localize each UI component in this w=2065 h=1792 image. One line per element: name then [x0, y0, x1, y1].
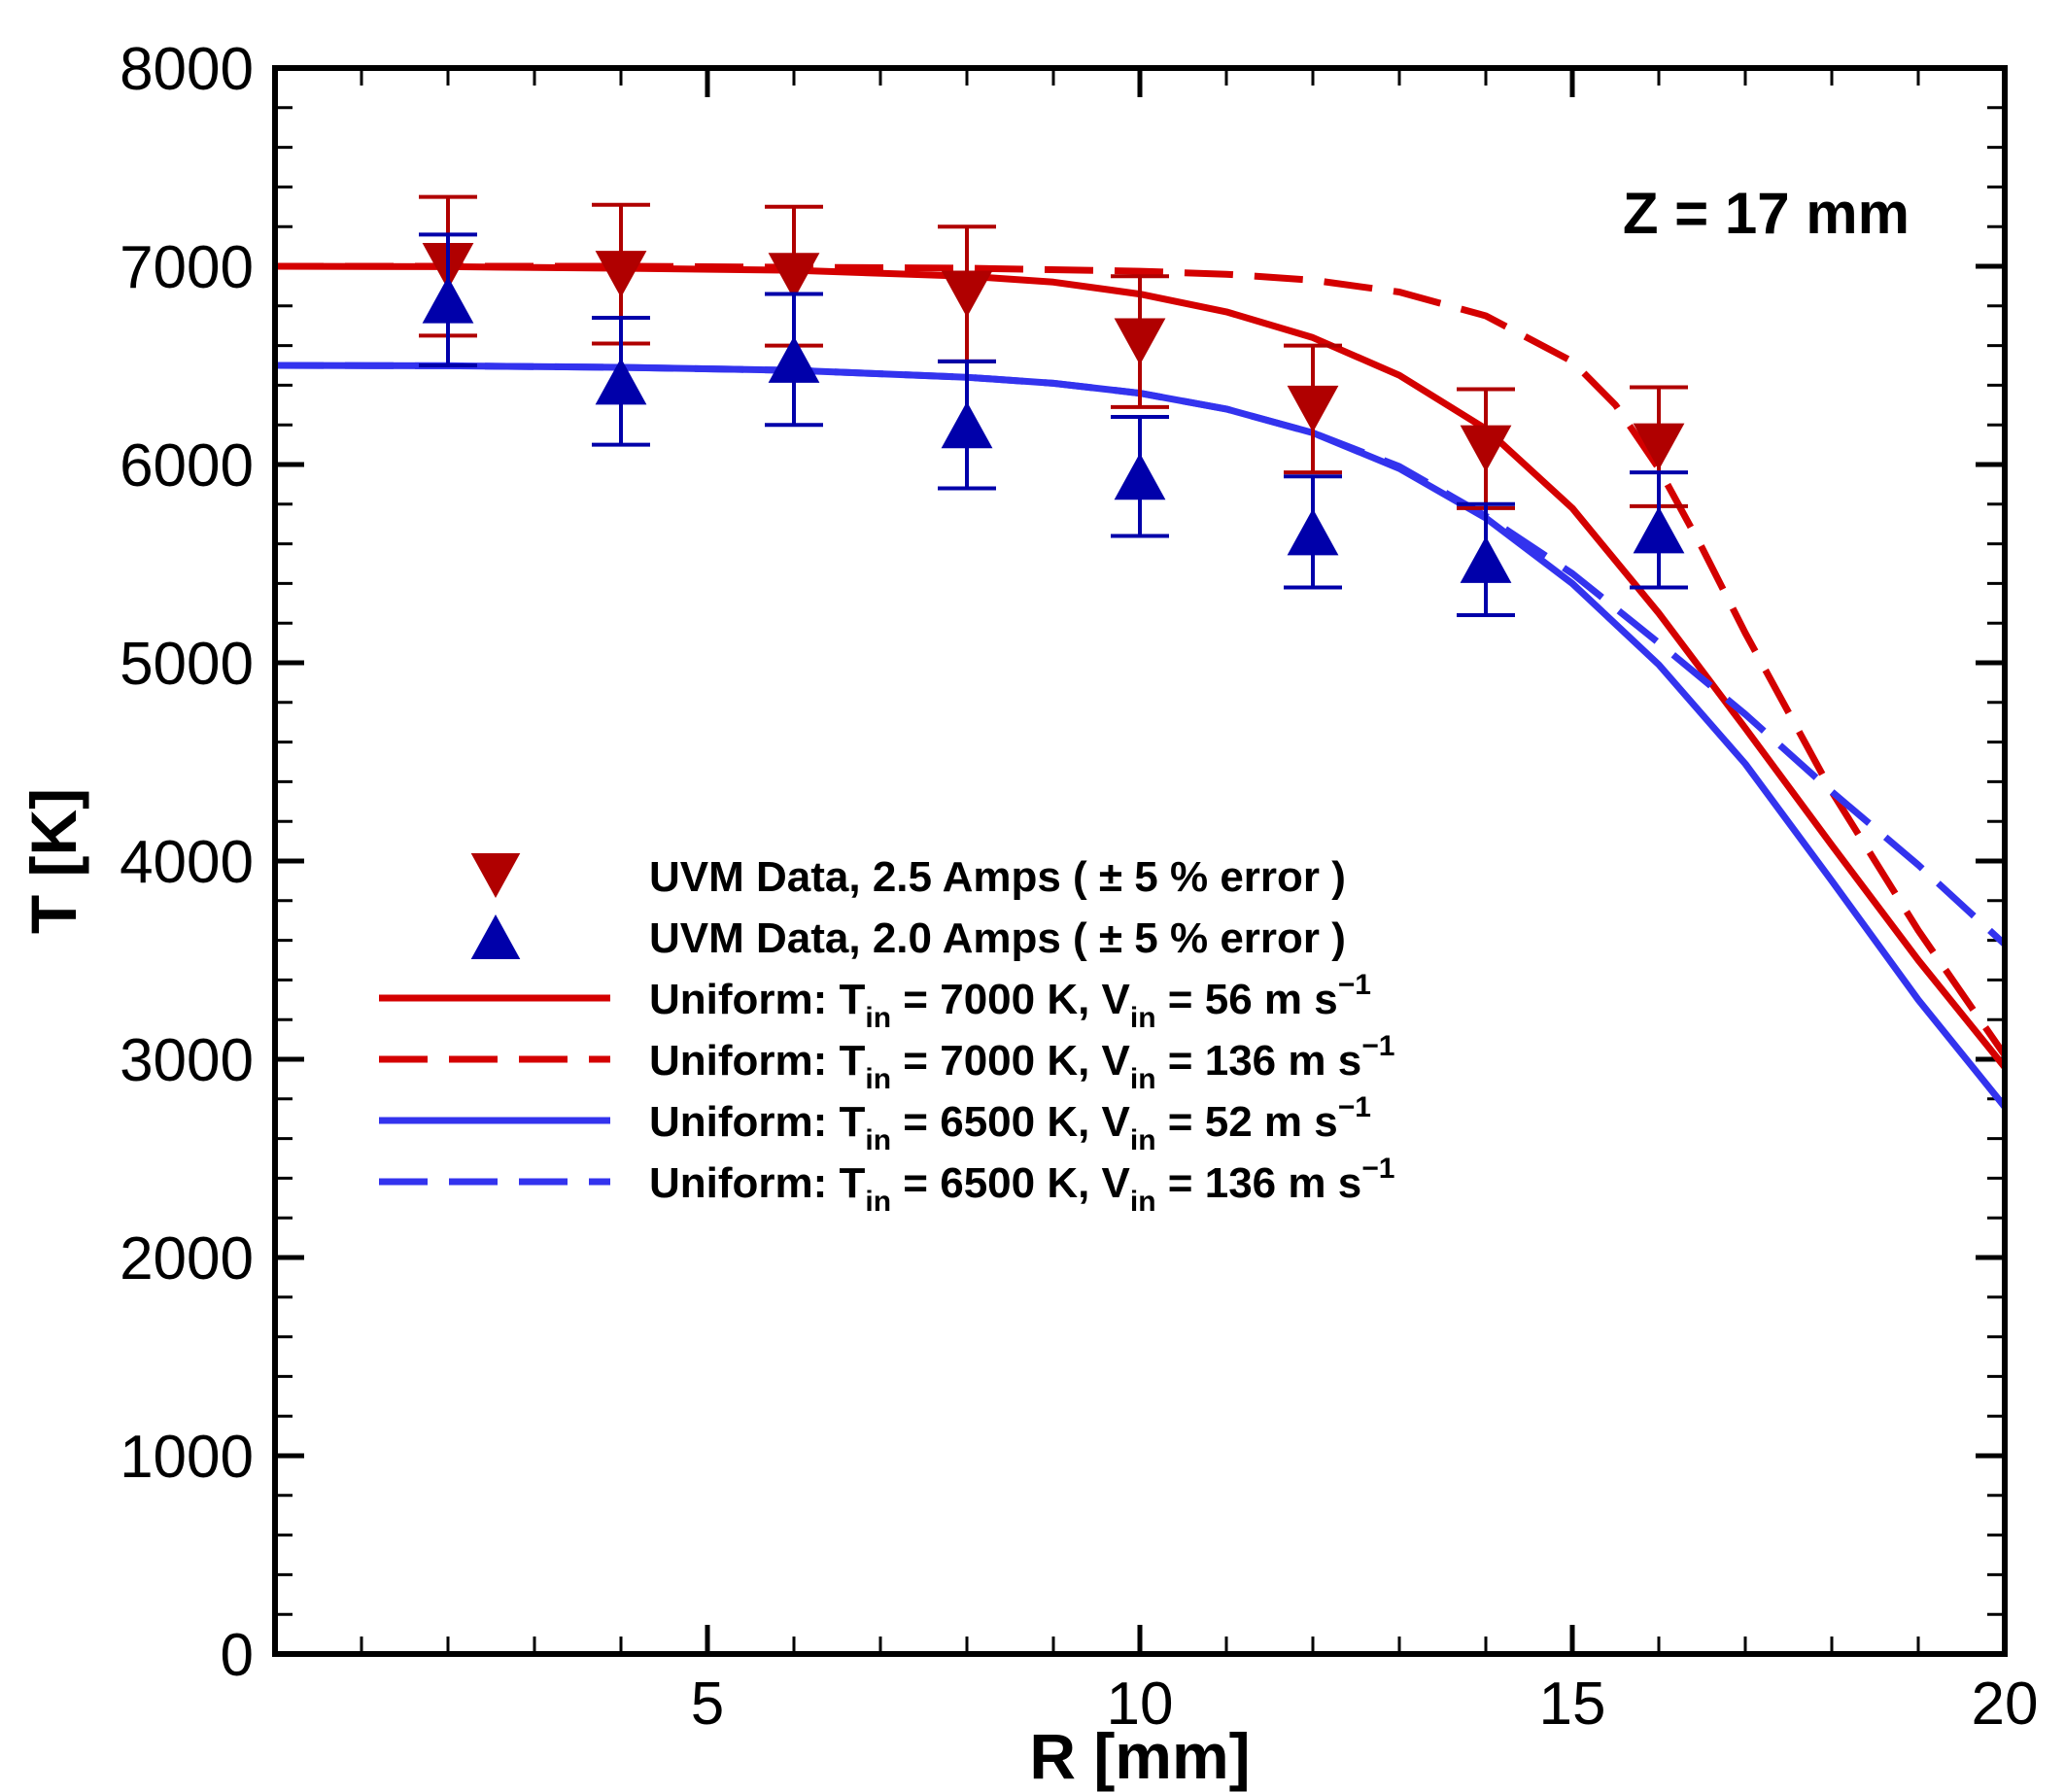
legend-text-part: Uniform: T	[649, 976, 866, 1023]
legend-text-part: = 7000 K, V	[891, 1037, 1130, 1085]
y-tick-label: 4000	[120, 829, 254, 896]
y-tick-label: 7000	[120, 234, 254, 301]
legend-superscript: −1	[1338, 1091, 1371, 1123]
y-axis-title: T [K]	[17, 788, 89, 934]
legend-text-part: Uniform: T	[649, 1037, 866, 1085]
data-marker	[1114, 453, 1166, 500]
legend-label: Uniform: Tin = 6500 K, Vin = 136 m s−1	[649, 1153, 1394, 1218]
legend-subscript: in	[865, 1002, 891, 1034]
legend-text-part: UVM Data, 2.5 Amps ( ± 5 % error )	[649, 853, 1346, 901]
data-marker	[1460, 535, 1512, 583]
legend-label: UVM Data, 2.5 Amps ( ± 5 % error )	[649, 853, 1346, 901]
data-marker	[941, 401, 993, 449]
tick-labels: 5 10 15 20 0 1000 2000 3000 4000 5000 6000 7000 8000	[120, 36, 2038, 1738]
data-marker	[422, 276, 474, 324]
legend-text-part: = 56 m s	[1156, 976, 1338, 1023]
legend-subscript: in	[1130, 1124, 1156, 1156]
legend-text-part: Uniform: T	[649, 1098, 866, 1146]
legend-superscript: −1	[1361, 1030, 1394, 1062]
legend-subscript: in	[1130, 1002, 1156, 1034]
data-points	[419, 194, 1688, 618]
x-axis-title: R [mm]	[1029, 1720, 1250, 1792]
x-tick-label: 15	[1539, 1671, 1606, 1738]
legend-marker	[470, 853, 521, 898]
series-line	[274, 362, 2008, 948]
legend-label: Uniform: Tin = 7000 K, Vin = 136 m s−1	[649, 1030, 1394, 1095]
x-tick-label: 10	[1107, 1671, 1174, 1738]
legend-subscript: in	[865, 1063, 891, 1095]
legend-text-part: UVM Data, 2.0 Amps ( ± 5 % error )	[649, 914, 1346, 962]
data-marker	[1633, 423, 1685, 470]
z-annotation: Z = 17 mm	[1623, 181, 1910, 246]
legend-text-part: = 6500 K, V	[891, 1098, 1130, 1146]
y-tick-label: 0	[221, 1622, 254, 1689]
data-marker	[595, 358, 647, 405]
legend-label: UVM Data, 2.0 Amps ( ± 5 % error )	[649, 914, 1346, 962]
data-marker	[768, 253, 820, 300]
legend-subscript: in	[865, 1124, 891, 1156]
legend-text-part: = 7000 K, V	[891, 976, 1130, 1023]
y-tick-label: 3000	[120, 1027, 254, 1094]
legend-text-part: = 6500 K, V	[891, 1159, 1130, 1207]
legend-label: Uniform: Tin = 6500 K, Vin = 52 m s−1	[649, 1091, 1371, 1156]
legend-subscript: in	[1130, 1186, 1156, 1218]
data-marker	[595, 251, 647, 298]
data-marker	[941, 270, 993, 318]
x-tick-label: 5	[691, 1671, 724, 1738]
series-line	[275, 262, 2008, 1057]
y-tick-label: 6000	[120, 432, 254, 500]
y-tick-label: 2000	[120, 1225, 254, 1292]
legend-subscript: in	[1130, 1063, 1156, 1095]
data-marker	[1287, 385, 1339, 432]
legend-marker	[470, 914, 521, 959]
y-tick-label: 1000	[120, 1424, 254, 1491]
y-tick-label: 5000	[120, 631, 254, 698]
data-marker	[1633, 506, 1685, 554]
legend-superscript: −1	[1361, 1153, 1394, 1185]
legend-text-part: = 136 m s	[1156, 1037, 1362, 1085]
y-tick-label: 8000	[120, 36, 254, 103]
plot-frame	[272, 65, 2008, 1657]
x-tick-label: 20	[1972, 1671, 2039, 1738]
legend-superscript: −1	[1338, 969, 1371, 1001]
legend-label: Uniform: Tin = 7000 K, Vin = 56 m s−1	[649, 969, 1371, 1034]
legend-text-part: = 52 m s	[1156, 1098, 1338, 1146]
legend-text-part: Uniform: T	[649, 1159, 866, 1207]
legend: UVM Data, 2.5 Amps ( ± 5 % error ) UVM Da…	[379, 853, 1394, 1218]
data-marker	[1114, 318, 1166, 365]
data-marker	[1460, 425, 1512, 472]
data-marker	[1287, 508, 1339, 556]
data-marker	[768, 335, 820, 383]
legend-text-part: = 136 m s	[1156, 1159, 1362, 1207]
legend-subscript: in	[865, 1186, 891, 1218]
